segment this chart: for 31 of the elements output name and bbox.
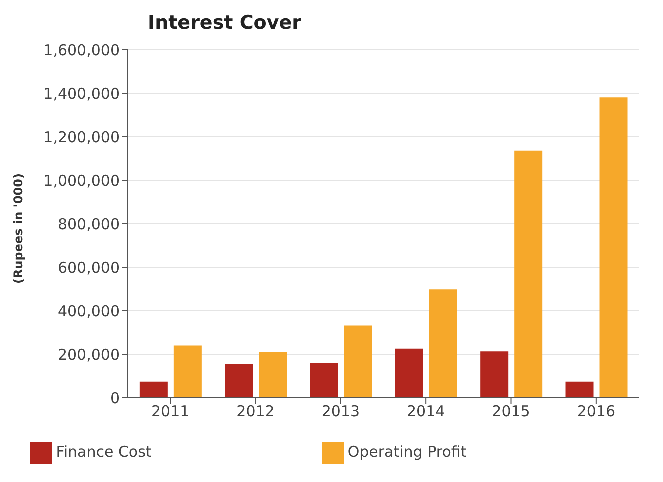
bar — [174, 346, 202, 398]
bar — [566, 382, 594, 398]
y-tick-label: 1,400,000 — [44, 84, 120, 103]
bar — [480, 352, 509, 398]
chart-title: Interest Cover — [148, 12, 302, 34]
x-tick-label: 2015 — [492, 402, 530, 421]
bar — [429, 290, 458, 398]
y-tick-label: 0 — [110, 389, 120, 408]
y-tick-label: 200,000 — [58, 346, 120, 364]
y-tick-label: 800,000 — [58, 215, 120, 234]
x-tick-label: 2013 — [322, 402, 360, 421]
x-tick-label: 2012 — [236, 402, 275, 421]
legend-label: Finance Cost — [56, 443, 152, 462]
y-axis-title: (Rupees in '000) — [11, 174, 26, 284]
y-tick-label: 600,000 — [58, 258, 120, 277]
bar — [225, 364, 254, 398]
bar — [259, 352, 288, 398]
y-tick-label: 1,000,000 — [44, 172, 120, 190]
bar — [344, 326, 372, 398]
bar — [140, 382, 168, 398]
bar — [514, 150, 543, 398]
x-tick-label: 2011 — [151, 402, 190, 421]
bar — [600, 98, 628, 398]
y-tick-label: 400,000 — [58, 302, 120, 320]
x-tick-label: 2016 — [577, 402, 616, 421]
bar — [310, 363, 338, 398]
y-tick-label: 1,600,000 — [44, 41, 120, 60]
x-tick-label: 2014 — [406, 402, 446, 421]
y-tick-label: 1,200,000 — [44, 128, 120, 146]
legend-label: Operating Profit — [348, 443, 467, 462]
bar — [395, 348, 424, 398]
